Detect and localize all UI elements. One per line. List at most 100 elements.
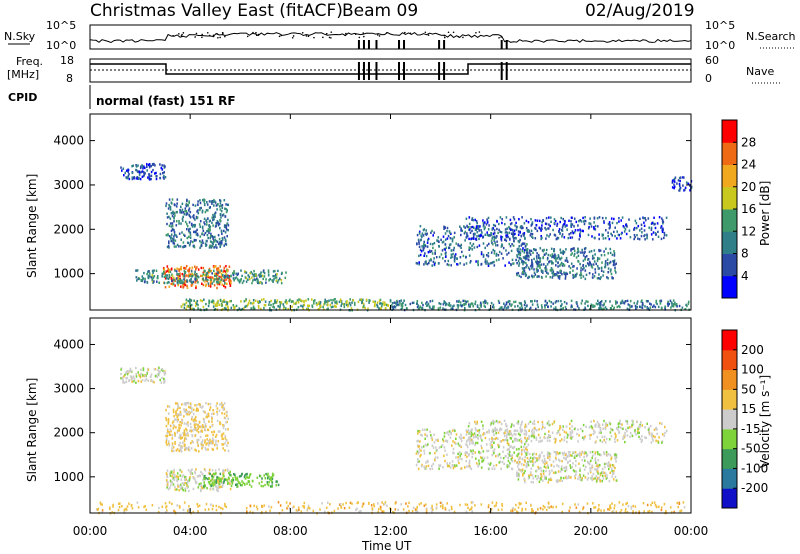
heatmap-cell (665, 234, 668, 237)
heatmap-cell (519, 433, 521, 437)
heatmap-cell (179, 211, 181, 214)
heatmap-cell (158, 366, 160, 369)
heatmap-cell (180, 285, 182, 288)
heatmap-cell (128, 379, 131, 382)
heatmap-cell (546, 461, 548, 465)
heatmap-cell (471, 442, 473, 445)
gap-mark (500, 62, 503, 80)
heatmap-cell (448, 263, 450, 267)
heatmap-cell (393, 305, 396, 308)
heatmap-cell (591, 235, 593, 238)
heatmap-cell (351, 301, 353, 304)
heatmap-cell (187, 434, 189, 437)
heatmap-cell (216, 282, 219, 286)
heatmap-cell (486, 231, 488, 234)
heatmap-cell (566, 259, 568, 262)
heatmap-cell (574, 474, 576, 478)
heatmap-cell (275, 279, 278, 283)
heatmap-cell (356, 501, 359, 505)
heatmap-cell (299, 298, 301, 301)
heatmap-cell (515, 473, 518, 476)
heatmap-cell (417, 467, 420, 471)
heatmap-cell (430, 436, 433, 439)
heatmap-cell (169, 270, 172, 274)
heatmap-cell (487, 262, 489, 265)
heatmap-cell (583, 452, 586, 455)
heatmap-cell (155, 269, 158, 272)
heatmap-cell (550, 505, 553, 508)
heatmap-cell (186, 274, 188, 277)
heatmap-cell (276, 281, 279, 284)
heatmap-cell (489, 234, 491, 237)
heatmap-cell (279, 504, 282, 507)
heatmap-cell (608, 221, 611, 224)
heatmap-cell (489, 463, 491, 466)
heatmap-cell (573, 456, 576, 459)
heatmap-cell (471, 510, 473, 513)
heatmap-cell (545, 222, 548, 226)
heatmap-cell (456, 304, 459, 307)
heatmap-cell (579, 219, 582, 222)
heatmap-cell (548, 506, 551, 509)
heatmap-cell (460, 243, 463, 247)
heatmap-cell (627, 505, 630, 508)
heatmap-cell (423, 263, 425, 266)
heatmap-cell (545, 266, 547, 269)
heatmap-cell (187, 269, 189, 272)
heatmap-cell (183, 408, 185, 411)
heatmap-cell (536, 303, 539, 306)
heatmap-cell (307, 506, 310, 509)
heatmap-cell (307, 504, 310, 507)
nsearch-label: N.Search (746, 30, 796, 43)
heatmap-cell (588, 308, 591, 311)
heatmap-cell (176, 472, 179, 475)
heatmap-cell (185, 408, 187, 411)
heatmap-cell (560, 299, 562, 303)
heatmap-cell (163, 269, 165, 272)
heatmap-cell (213, 272, 216, 275)
heatmap-cell (252, 274, 255, 277)
heatmap-cell (186, 236, 189, 240)
heatmap-cell (543, 460, 546, 463)
heatmap-cell (196, 403, 198, 407)
heatmap-cell (186, 402, 188, 405)
heatmap-cell (524, 455, 526, 459)
heatmap-cell (522, 472, 524, 476)
heatmap-cell (579, 451, 581, 454)
heatmap-cell (423, 254, 425, 257)
heatmap-cell (566, 260, 569, 263)
heatmap-cell (536, 300, 538, 303)
heatmap-cell (638, 238, 641, 241)
heatmap-cell (459, 245, 461, 248)
heatmap-cell (181, 219, 184, 222)
heatmap-cell (417, 429, 419, 433)
heatmap-cell (147, 270, 149, 274)
heatmap-cell (479, 234, 481, 238)
heatmap-cell (167, 487, 170, 491)
heatmap-cell (285, 302, 288, 305)
heatmap-cell (480, 262, 483, 266)
heatmap-cell (196, 275, 198, 278)
heatmap-cell (575, 301, 578, 304)
heatmap-cell (176, 413, 179, 416)
heatmap-cell (302, 307, 304, 310)
heatmap-cell (521, 509, 523, 512)
heatmap-cell (178, 489, 180, 492)
heatmap-cell (523, 303, 526, 307)
heatmap-cell (135, 164, 137, 167)
heatmap-cell (201, 406, 203, 409)
heatmap-cell (181, 403, 183, 406)
heatmap-cell (461, 458, 463, 461)
heatmap-cell (519, 306, 521, 310)
heatmap-cell (208, 300, 211, 303)
heatmap-cell (220, 230, 223, 233)
heatmap-cell (377, 510, 380, 513)
heatmap-cell (438, 464, 440, 467)
heatmap-cell (600, 303, 602, 306)
heatmap-cell (219, 245, 221, 249)
heatmap-cell (278, 277, 281, 280)
heatmap-cell (268, 505, 270, 508)
heatmap-cell (180, 222, 182, 225)
y-tick-label: 1000 (53, 267, 84, 281)
heatmap-cell (516, 262, 518, 265)
